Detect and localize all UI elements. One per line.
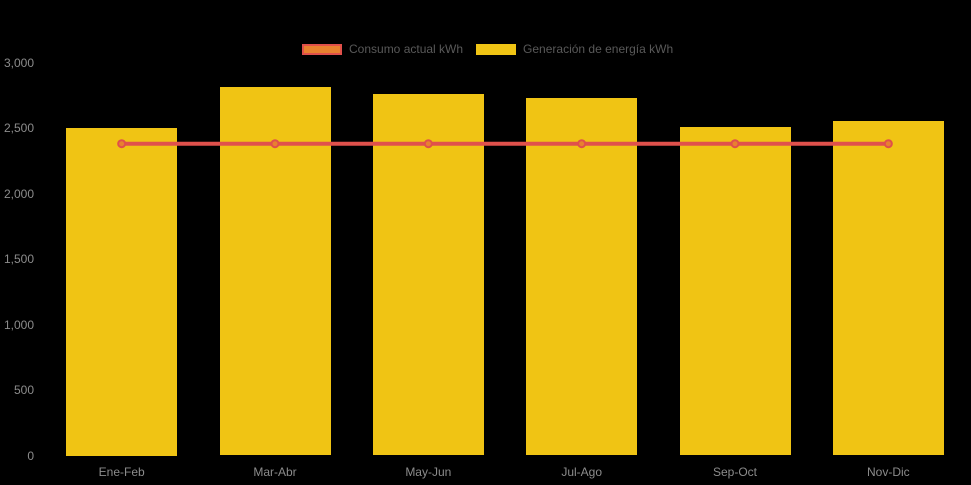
line-marker-icon bbox=[577, 139, 587, 149]
x-axis-tick-label: Ene-Feb bbox=[98, 465, 145, 479]
x-axis-tick-label: Mar-Abr bbox=[253, 465, 297, 479]
legend-label: Generación de energía kWh bbox=[523, 42, 674, 56]
generation-bar bbox=[219, 87, 331, 456]
generation-bar bbox=[526, 97, 638, 456]
x-axis-tick-label: Sep-Oct bbox=[712, 465, 757, 479]
x-axis-tick-label: Jul-Ago bbox=[561, 465, 602, 479]
y-axis-tick-label: 3,000 bbox=[3, 55, 34, 70]
legend-item-consumption[interactable]: Consumo actual kWh bbox=[302, 43, 463, 55]
generation-bar bbox=[372, 93, 484, 456]
generation-bar bbox=[832, 121, 944, 456]
line-marker-icon bbox=[423, 139, 433, 149]
legend-item-generation[interactable]: Generación de energía kWh bbox=[476, 43, 673, 55]
y-axis-tick-label: 2,500 bbox=[3, 121, 34, 135]
line-series-swatch-icon bbox=[302, 43, 342, 55]
line-marker-icon bbox=[117, 139, 127, 149]
y-axis-tick-label: 1,000 bbox=[3, 317, 34, 332]
legend-label: Consumo actual kWh bbox=[349, 42, 464, 56]
y-axis-tick-label: 500 bbox=[13, 383, 34, 397]
generation-bar bbox=[679, 126, 791, 456]
y-axis-tick-label: 0 bbox=[27, 448, 34, 463]
line-marker-icon bbox=[883, 139, 893, 149]
line-marker-icon bbox=[730, 139, 740, 149]
x-axis-tick-label: Nov-Dic bbox=[866, 465, 910, 479]
x-axis-tick-label: May-Jun bbox=[405, 465, 452, 479]
legend: Consumo actual kWh Generación de energía … bbox=[302, 43, 673, 55]
line-marker-icon bbox=[270, 139, 280, 149]
bar-series-swatch-icon bbox=[476, 43, 517, 55]
generation-bar bbox=[66, 128, 178, 456]
y-axis-tick-label: 1,500 bbox=[3, 252, 34, 266]
y-axis-tick-label: 2,000 bbox=[3, 186, 34, 201]
